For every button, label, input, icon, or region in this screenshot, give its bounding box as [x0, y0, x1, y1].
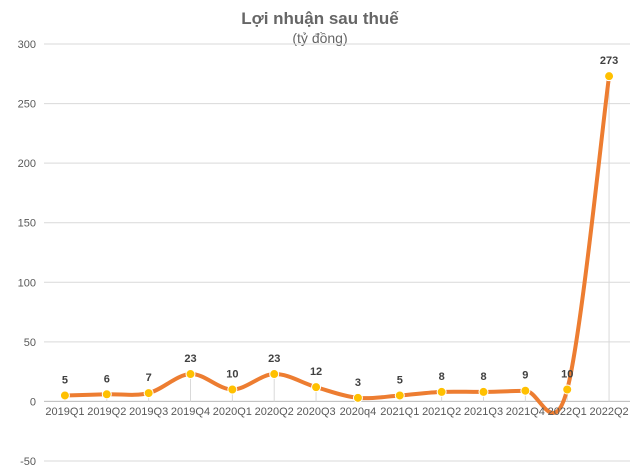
chart-subtitle: (tỷ đồng): [292, 30, 347, 46]
y-tick-label: 200: [18, 158, 36, 170]
x-tick-label: 2021Q2: [422, 406, 461, 418]
data-point: [269, 369, 280, 380]
data-label: 10: [561, 369, 573, 381]
data-label: 8: [439, 371, 445, 383]
data-point: [59, 390, 70, 401]
x-tick-label: 2020q4: [340, 406, 377, 418]
y-tick-label: 50: [24, 337, 36, 349]
x-tick-label: 2020Q2: [255, 406, 294, 418]
x-tick-label: 2020Q1: [213, 406, 252, 418]
data-point: [227, 384, 238, 395]
x-tick-label: 2020Q3: [296, 406, 335, 418]
data-point: [436, 386, 447, 397]
data-point: [311, 382, 322, 393]
data-label: 8: [480, 371, 486, 383]
data-point: [604, 71, 615, 82]
data-point: [143, 388, 154, 399]
data-point: [394, 390, 405, 401]
data-point: [520, 385, 531, 396]
data-label: 23: [184, 353, 196, 365]
data-label: 3: [355, 377, 361, 389]
y-tick-label: 150: [18, 218, 36, 230]
data-point: [562, 384, 573, 395]
data-label: 5: [397, 374, 403, 386]
data-labels: 5 6 7 23 10 23 12 3 5 8 8 9 10 273: [62, 55, 618, 389]
x-tick-label: 2021Q1: [380, 406, 419, 418]
x-tick-label: 2019Q1: [45, 406, 84, 418]
chart-title: Lợi nhuận sau thuế: [241, 9, 399, 28]
data-label: 7: [146, 372, 152, 384]
data-point: [185, 369, 196, 380]
y-tick-label: 250: [18, 99, 36, 111]
x-tick-label: 2019Q3: [129, 406, 168, 418]
gridlines: [44, 43, 630, 462]
data-label: 273: [600, 55, 618, 67]
x-tick-label: 2019Q2: [87, 406, 126, 418]
x-tick-label: 2022Q2: [589, 406, 628, 418]
data-label: 5: [62, 374, 68, 386]
x-tick-label: 2021Q3: [464, 406, 503, 418]
data-label: 6: [104, 373, 110, 385]
data-label: 9: [522, 370, 528, 382]
data-label: 12: [310, 366, 322, 378]
data-points: [59, 71, 615, 403]
data-point: [478, 386, 489, 397]
x-tick-label: 2022Q1: [548, 406, 587, 418]
y-tick-label: 0: [30, 396, 36, 408]
y-tick-label: -50: [20, 456, 36, 468]
data-label: 10: [226, 369, 238, 381]
data-label: 23: [268, 353, 280, 365]
data-point: [101, 389, 112, 400]
drop-lines: [64, 76, 610, 402]
x-axis-ticks: 2019Q1 2019Q2 2019Q3 2019Q4 2020Q1 2020Q2 2020…: [45, 406, 628, 418]
y-axis-ticks: -50 0 50 100 150 200 250 300: [18, 39, 36, 468]
series-line: [62, 74, 612, 415]
data-point: [352, 392, 363, 403]
y-tick-label: 100: [18, 277, 36, 289]
y-tick-label: 300: [18, 39, 36, 51]
x-tick-label: 2019Q4: [171, 406, 210, 418]
x-tick-label: 2021Q4: [506, 406, 545, 418]
